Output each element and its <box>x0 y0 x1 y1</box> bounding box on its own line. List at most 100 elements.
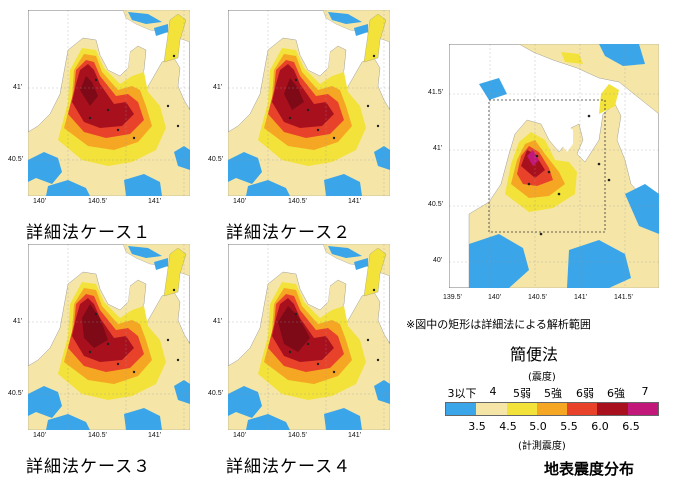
lon-tick: 140' <box>33 432 47 439</box>
legend-value-label: 6.0 <box>591 420 609 433</box>
mutsu-bay <box>300 262 330 308</box>
mutsu-bay <box>300 28 330 74</box>
legend-swatch <box>627 403 658 415</box>
intensity-patch <box>567 240 631 288</box>
city-marker <box>306 342 310 346</box>
city-marker <box>288 116 292 120</box>
intensity-patch <box>479 78 507 100</box>
lat-tick: 40' <box>433 257 443 264</box>
intensity-map <box>228 244 390 430</box>
shimokita-peninsula <box>363 247 387 297</box>
lon-tick: 141' <box>148 198 162 205</box>
figure-title: 地表震度分布 <box>544 460 635 478</box>
lat-tick: 40.5' <box>8 156 23 163</box>
intensity-zone <box>82 304 108 348</box>
intensity-patch <box>328 246 362 258</box>
lon-tick: 140.5' <box>288 198 307 205</box>
city-marker <box>116 362 120 366</box>
city-marker <box>332 136 336 140</box>
city-marker <box>372 54 376 58</box>
city-marker <box>376 124 380 128</box>
lat-tick: 40.5' <box>8 390 23 397</box>
lon-tick: 140' <box>33 198 47 205</box>
overview-intensity-map <box>449 44 659 288</box>
city-marker <box>535 154 539 158</box>
shimokita-peninsula <box>363 13 387 63</box>
lat-tick: 41' <box>13 318 23 325</box>
simple-method-title: 簡便法 <box>510 345 559 364</box>
intensity-patch <box>174 146 190 170</box>
city-marker <box>88 350 92 354</box>
city-marker <box>176 358 180 362</box>
intensity-patch <box>324 174 362 196</box>
intensity-patch <box>124 174 162 196</box>
lat-tick: 41' <box>13 84 23 91</box>
legend-swatch <box>597 403 628 415</box>
city-marker <box>366 338 370 342</box>
legend-value-label: 6.5 <box>622 420 640 433</box>
intensity-patch <box>124 408 162 430</box>
detail-map-case-3 <box>28 244 190 430</box>
intensity-patch <box>128 12 162 24</box>
detail-map-case-4 <box>228 244 390 430</box>
legend-swatch <box>476 403 507 415</box>
detail-map-case-2 <box>228 10 390 196</box>
city-marker <box>547 170 551 174</box>
legend-class-label: 3以下 <box>447 387 477 400</box>
city-marker <box>527 182 531 186</box>
city-marker <box>176 124 180 128</box>
intensity-patch <box>599 44 645 66</box>
intensity-patch <box>154 258 168 270</box>
analysis-range-rectangle <box>488 99 606 233</box>
intensity-map <box>228 10 390 196</box>
intensity-zone <box>272 64 334 128</box>
mutsu-bay <box>100 262 130 308</box>
city-marker <box>106 108 110 112</box>
mutsu-bay <box>553 124 573 152</box>
overview-map <box>449 44 659 288</box>
lon-tick: 140' <box>233 432 247 439</box>
city-marker <box>166 338 170 342</box>
city-marker <box>94 78 98 82</box>
intensity-zone <box>80 76 98 106</box>
city-marker <box>376 358 380 362</box>
intensity-patch <box>625 184 659 234</box>
city-marker <box>332 370 336 374</box>
caption-case-2: 詳細法ケース２ <box>226 223 352 243</box>
city-marker <box>372 288 376 292</box>
legend-class-label: 7 <box>641 385 649 398</box>
intensity-patch <box>128 246 162 258</box>
detail-map-case-1 <box>28 10 190 196</box>
legend-value-header: (計測震度) <box>518 441 566 452</box>
city-marker <box>316 362 320 366</box>
city-marker <box>172 54 176 58</box>
intensity-patch <box>324 408 362 430</box>
legend-swatch <box>506 403 537 415</box>
city-marker <box>88 116 92 120</box>
caption-case-1: 詳細法ケース１ <box>26 223 152 243</box>
lat-tick: 40.5' <box>208 156 223 163</box>
legend-value-label: 3.5 <box>468 420 486 433</box>
city-marker <box>366 104 370 108</box>
intensity-map <box>28 10 190 196</box>
lon-tick: 140' <box>488 294 502 301</box>
intensity-color-bar <box>445 402 659 416</box>
intensity-zone <box>278 306 310 352</box>
city-marker <box>132 136 136 140</box>
caption-case-4: 詳細法ケース４ <box>226 457 352 477</box>
shimokita-peninsula <box>163 247 187 297</box>
caption-case-3: 詳細法ケース３ <box>26 457 152 477</box>
lon-tick: 141' <box>574 294 588 301</box>
legend-class-label: 4 <box>489 385 497 398</box>
lon-tick: 140.5' <box>88 432 107 439</box>
lon-tick: 139.5' <box>443 294 462 301</box>
city-marker <box>607 178 611 182</box>
lat-tick: 41' <box>433 145 443 152</box>
city-marker <box>597 162 601 166</box>
legend-swatch <box>446 403 477 415</box>
intensity-map <box>28 244 190 430</box>
legend-value-label: 4.5 <box>499 420 517 433</box>
intensity-patch <box>599 84 619 114</box>
legend-class-label: 5強 <box>544 387 562 400</box>
intensity-zone <box>284 78 304 110</box>
